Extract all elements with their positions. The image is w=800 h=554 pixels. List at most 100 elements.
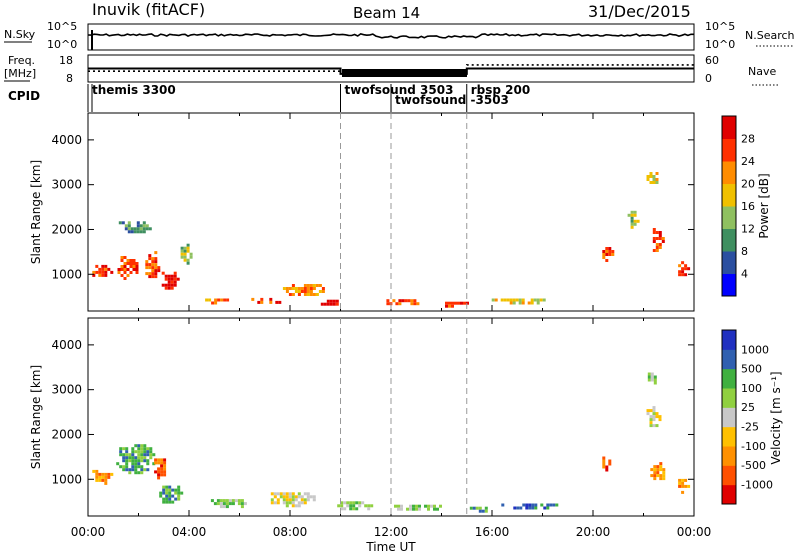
scatter-cell bbox=[439, 504, 442, 508]
scatter-cell bbox=[646, 175, 650, 178]
scatter-cell bbox=[132, 265, 136, 268]
x-tick-label: 20:00 bbox=[576, 525, 611, 539]
y-tick-label: 4000 bbox=[51, 133, 82, 147]
scatter-cell bbox=[457, 301, 460, 305]
scatter-cell bbox=[394, 504, 397, 508]
scatter-cell bbox=[652, 412, 656, 416]
scatter-cell bbox=[340, 507, 344, 511]
scatter-cell bbox=[165, 494, 169, 498]
scatter-cell bbox=[608, 250, 612, 253]
scatter-cell bbox=[183, 246, 187, 250]
y-tick-label: 3000 bbox=[51, 178, 82, 192]
scatter-cell bbox=[525, 506, 529, 510]
scatter-cell bbox=[602, 250, 606, 253]
scatter-cell bbox=[321, 287, 325, 290]
scatter-cell bbox=[427, 507, 430, 511]
scatter-cell bbox=[186, 246, 190, 250]
colorbar-swatch bbox=[722, 446, 736, 466]
scatter-cell bbox=[503, 298, 507, 302]
scatter-cell bbox=[137, 453, 141, 457]
scatter-cell bbox=[647, 378, 651, 382]
cpid-strip: CPID themis 3300 twofsound 3503twofsound … bbox=[8, 83, 530, 112]
scatter-cell bbox=[343, 507, 347, 511]
scatter-cell bbox=[436, 507, 439, 511]
scatter-cell bbox=[297, 501, 301, 505]
scatter-cell bbox=[223, 298, 227, 302]
scatter-cell bbox=[137, 444, 141, 448]
scatter-cell bbox=[125, 453, 129, 457]
scatter-cell bbox=[412, 504, 415, 508]
y-tick-label: 1000 bbox=[51, 472, 82, 486]
scatter-cell bbox=[120, 256, 124, 259]
y-tick-label: 2000 bbox=[51, 222, 82, 236]
scatter-cell bbox=[534, 503, 538, 507]
colorbar-swatch bbox=[722, 251, 736, 274]
scatter-cell bbox=[124, 224, 128, 228]
scatter-cell bbox=[151, 266, 155, 270]
noise-panel: N.Sky 10^5 10^0 10^5 10^0 N.Search bbox=[4, 20, 795, 51]
date-title: 31/Dec/2015 bbox=[588, 2, 691, 21]
scatter-cell bbox=[120, 268, 124, 271]
scatter-cell bbox=[160, 470, 164, 474]
scatter-cell bbox=[140, 471, 144, 475]
scatter-cell bbox=[530, 298, 534, 302]
scatter-cell bbox=[148, 275, 152, 279]
scatter-cell bbox=[101, 264, 105, 268]
scatter-cell bbox=[386, 299, 390, 303]
scatter-cell bbox=[652, 178, 656, 181]
scatter-cell bbox=[652, 175, 656, 178]
scatter-cell bbox=[397, 507, 400, 511]
scatter-cell bbox=[306, 495, 310, 499]
scatter-cell bbox=[154, 266, 158, 270]
scatter-cell bbox=[335, 302, 339, 306]
scatter-cell bbox=[92, 273, 96, 277]
scatter-cell bbox=[165, 485, 169, 489]
scatter-cell bbox=[174, 497, 178, 501]
noise-frame bbox=[87, 23, 695, 51]
scatter-cell bbox=[297, 293, 301, 296]
scatter-cell bbox=[125, 459, 129, 463]
scatter-cell bbox=[101, 267, 105, 271]
scatter-cell bbox=[398, 302, 402, 306]
scatter-cell bbox=[135, 262, 139, 265]
scatter-cell bbox=[222, 505, 226, 509]
scatter-cell bbox=[149, 450, 153, 454]
scatter-cell bbox=[251, 297, 255, 301]
scatter-cell bbox=[297, 492, 301, 496]
power-frame bbox=[87, 112, 695, 312]
scatter-cell bbox=[285, 498, 289, 502]
scatter-cell bbox=[658, 243, 662, 246]
scatter-cell bbox=[329, 299, 333, 303]
scatter-cell bbox=[157, 476, 161, 480]
scatter-cell bbox=[101, 475, 105, 479]
scatter-cell bbox=[415, 507, 418, 511]
scatter-cell bbox=[154, 458, 158, 462]
scatter-cell bbox=[173, 274, 177, 278]
scatter-cell bbox=[157, 458, 161, 462]
scatter-cell bbox=[275, 300, 279, 304]
scatter-cell bbox=[627, 213, 631, 217]
scatter-cell bbox=[309, 495, 313, 499]
scatter-cell bbox=[136, 221, 140, 225]
x-tick-label: 00:00 bbox=[71, 525, 106, 539]
scatter-cell bbox=[270, 498, 274, 502]
scatter-cell bbox=[177, 488, 181, 492]
scatter-cell bbox=[140, 459, 144, 463]
scatter-cell bbox=[418, 507, 421, 511]
scatter-cell bbox=[427, 504, 430, 508]
scatter-cell bbox=[297, 287, 301, 290]
scatter-cell bbox=[687, 484, 691, 488]
scatter-cell bbox=[137, 447, 141, 451]
scatter-cell bbox=[168, 500, 172, 504]
scatter-cell bbox=[145, 263, 149, 267]
scatter-cell bbox=[124, 227, 128, 231]
scatter-cell bbox=[173, 280, 177, 284]
scatter-cell bbox=[528, 503, 532, 507]
scatter-cell bbox=[143, 459, 147, 463]
scatter-cell bbox=[170, 286, 174, 290]
scatter-cell bbox=[225, 502, 229, 506]
scatter-cell bbox=[180, 255, 184, 259]
scatter-cell bbox=[95, 478, 99, 482]
scatter-cell bbox=[658, 231, 662, 234]
scatter-cell bbox=[133, 230, 137, 234]
